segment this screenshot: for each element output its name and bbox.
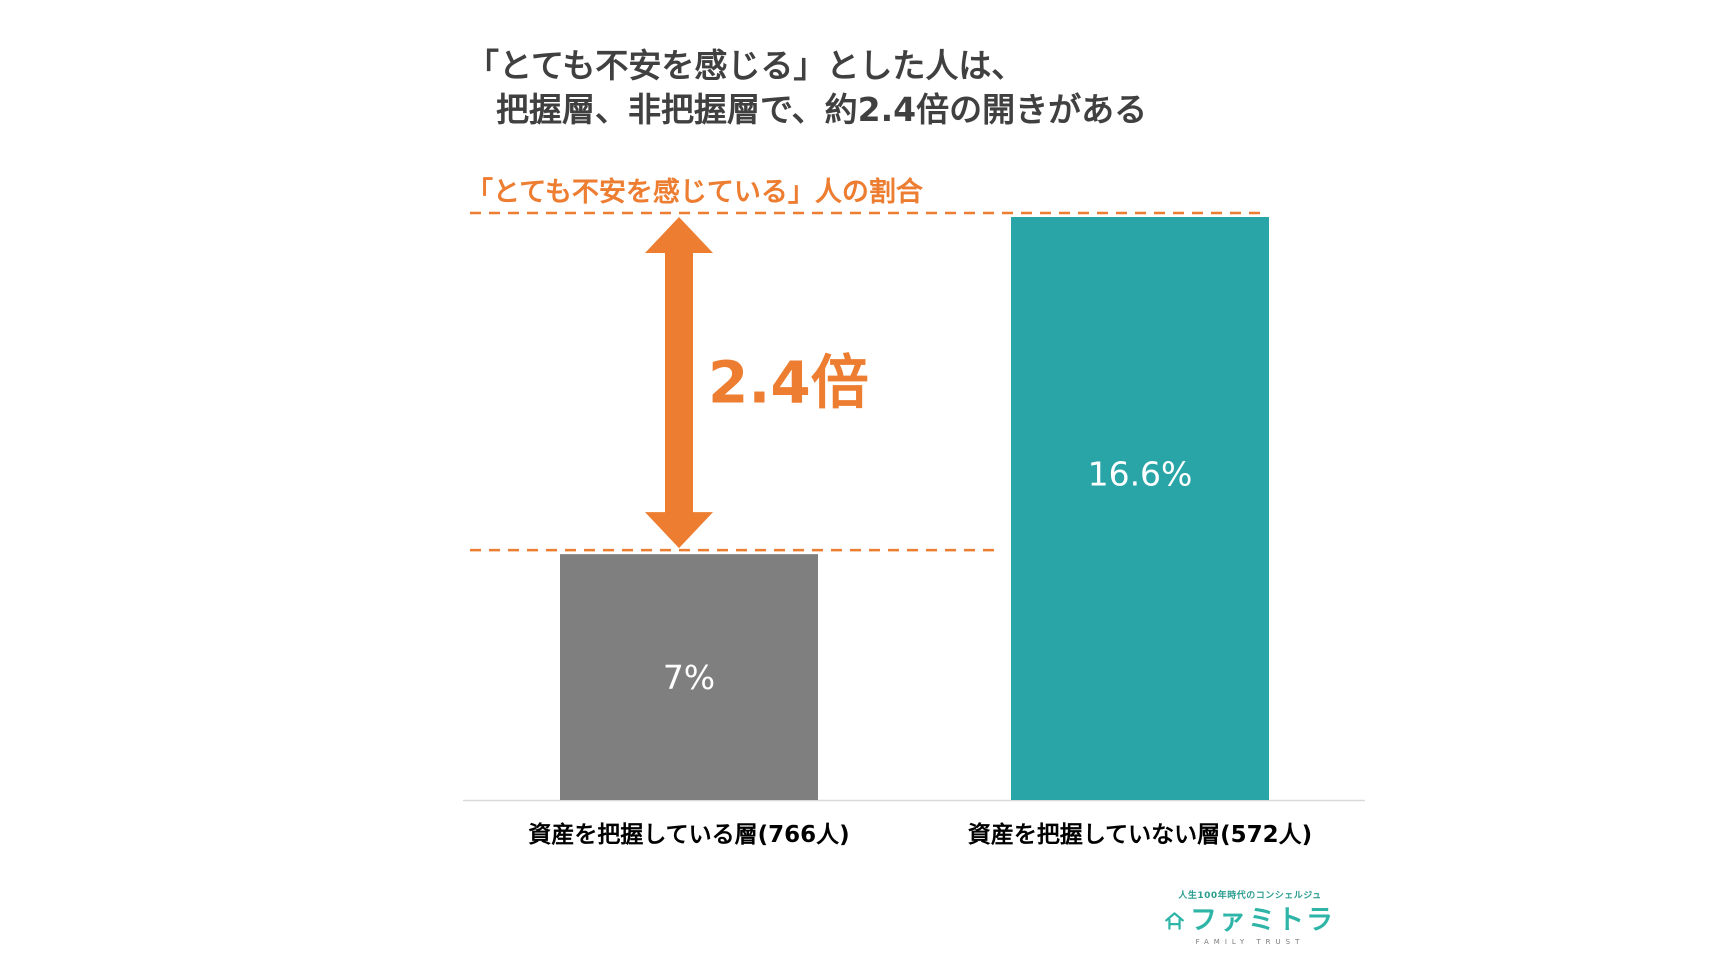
brand-logo: 人生100年時代のコンシェルジュ ファミトラ FAMILY TRUST [1165, 888, 1335, 954]
ratio-annotation: 2.4倍 [708, 349, 869, 417]
bar-1-value-label: 7% [663, 658, 715, 697]
logo-tagline: 人生100年時代のコンシェルジュ [1178, 891, 1322, 901]
bar-2 [1011, 217, 1269, 800]
chart-subtitle: 「とても不安を感じている」人の割合 [466, 177, 923, 208]
house-icon [1165, 912, 1184, 930]
ratio-double-arrow [645, 217, 713, 549]
title-line-2: 把握層、非把握層で、約2.4倍の開きがある [496, 90, 1148, 129]
title-line-1: 「とても不安を感じる」とした人は、 [466, 46, 1025, 85]
logo-english: FAMILY TRUST [1195, 938, 1305, 946]
chart-title: 「とても不安を感じる」とした人は、 把握層、非把握層で、約2.4倍の開きがある [466, 44, 1147, 132]
logo-name: ファミトラ [1190, 905, 1335, 936]
bar-1 [560, 554, 818, 800]
category-label-2: 資産を把握していない層(572人) [968, 821, 1312, 848]
category-label-1: 資産を把握している層(766人) [528, 821, 849, 848]
bar-2-value-label: 16.6% [1088, 455, 1193, 494]
